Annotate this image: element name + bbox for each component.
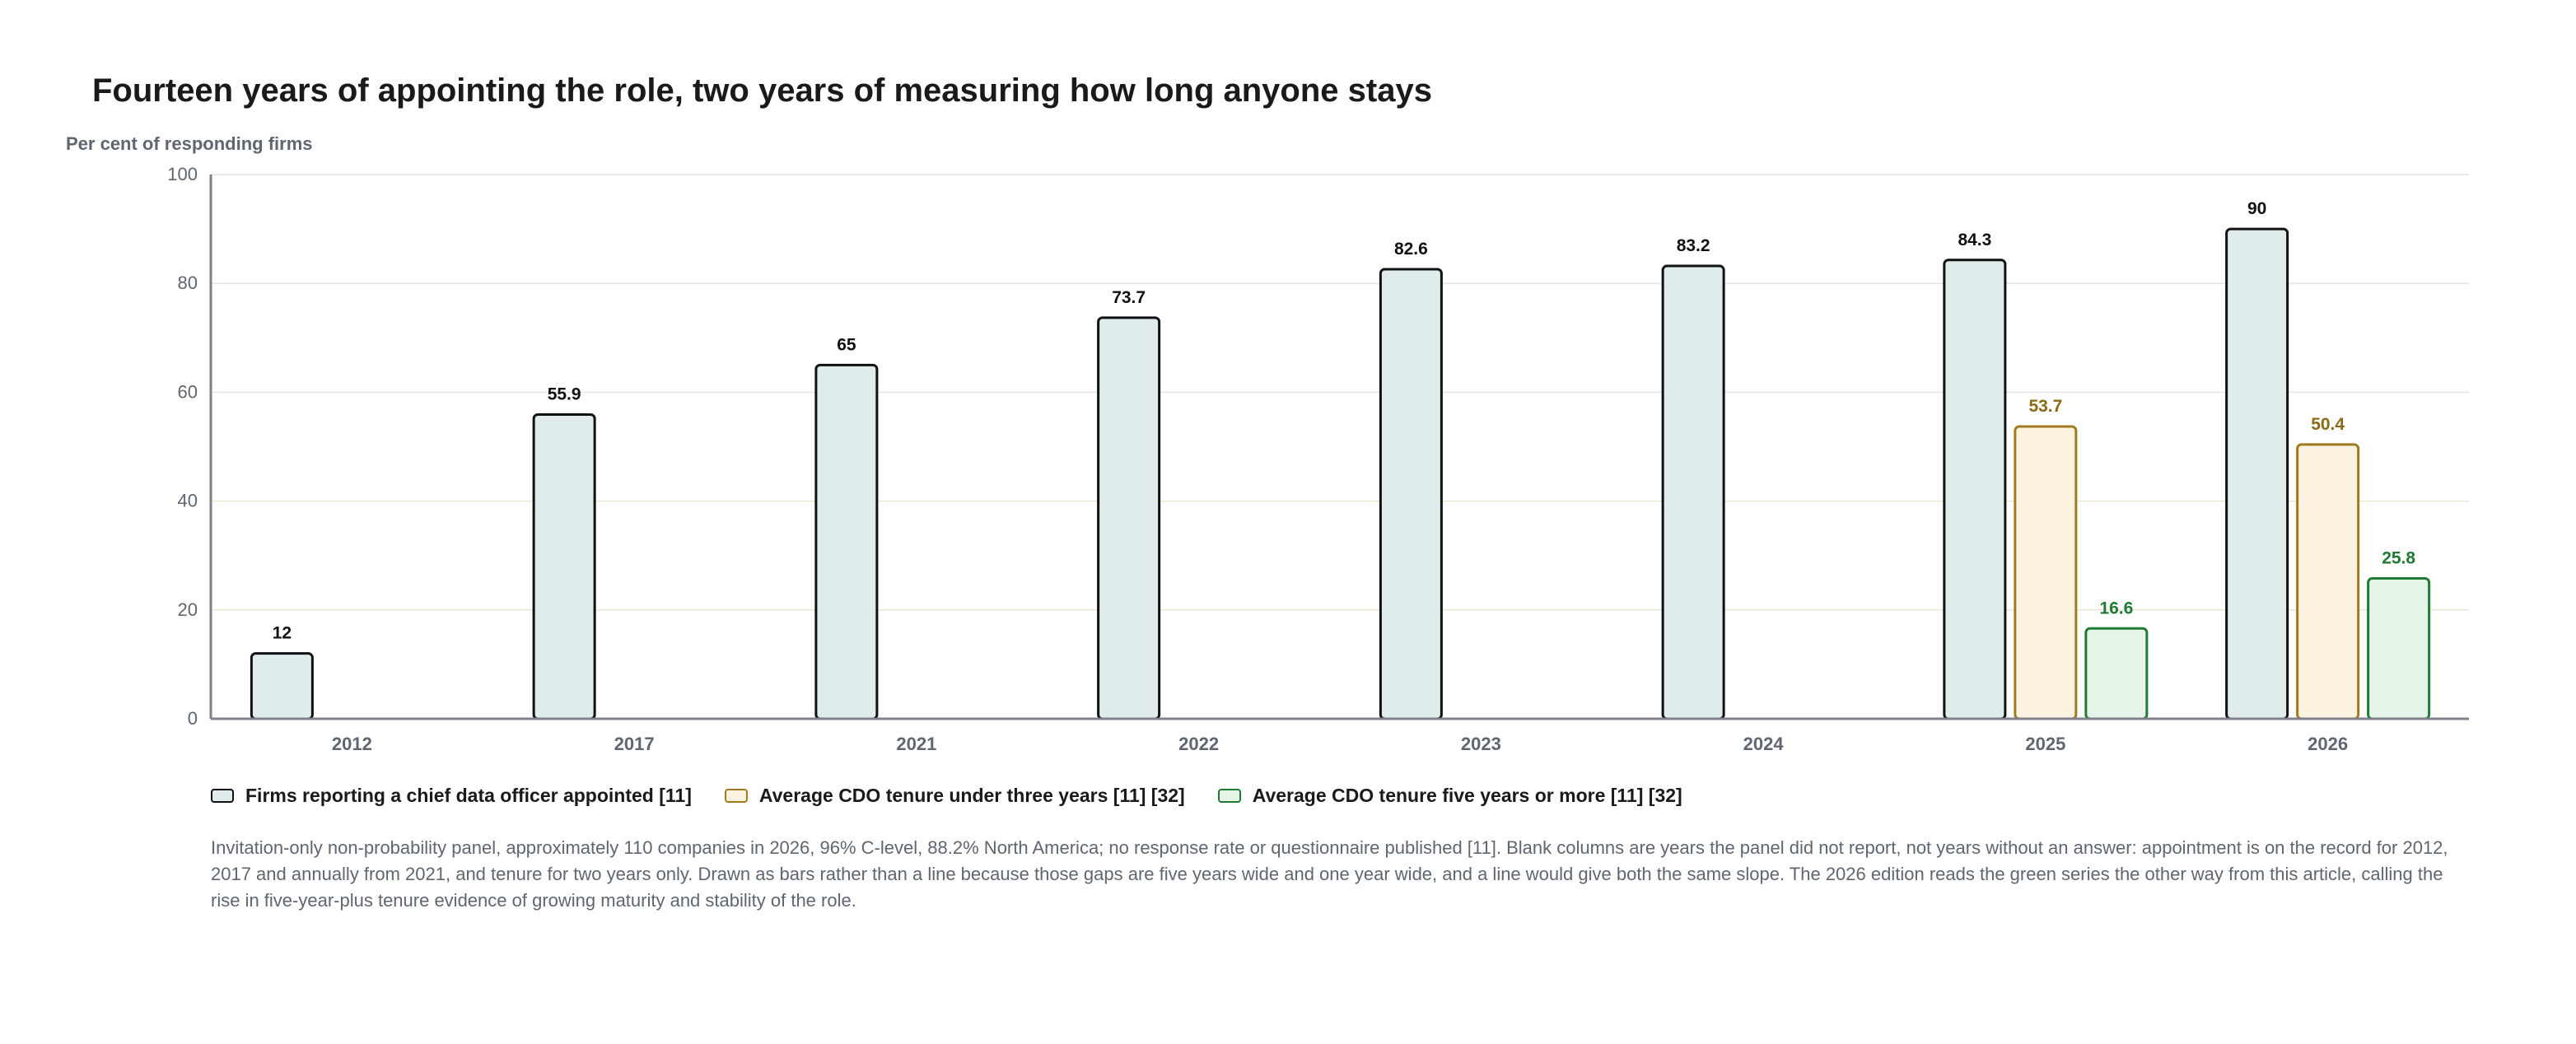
y-tick-label: 40 [178, 491, 198, 511]
bar [1661, 264, 1725, 720]
legend-item-tenure-five-plus: Average CDO tenure five years or more [1… [1217, 785, 1682, 807]
bar [1097, 316, 1161, 720]
legend-item-cdo-appointed: Firms reporting a chief data officer app… [211, 785, 692, 807]
data-label: 90 [2247, 199, 2266, 218]
legend-label: Average CDO tenure under three years [11… [758, 785, 1185, 806]
data-label: 73.7 [1112, 288, 1146, 307]
axes [209, 175, 2469, 720]
data-label: 65 [837, 335, 856, 354]
x-tick-label: 2025 [2025, 734, 2065, 754]
bar [2296, 443, 2360, 720]
legend-swatch [1217, 789, 1241, 803]
x-tick-label: 2026 [2308, 734, 2348, 754]
data-labels: 12 55.9 65 73.7 82.6 83.2 84.3 53.7 16.6 90 50.4 25… [273, 199, 2416, 643]
legend: Firms reporting a chief data officer app… [211, 785, 1682, 807]
bar [2225, 227, 2289, 720]
bar [2084, 627, 2149, 720]
y-tick-label: 100 [167, 164, 198, 184]
data-label: 16.6 [2099, 599, 2133, 618]
data-label: 55.9 [548, 385, 581, 404]
bar [250, 652, 314, 720]
bar [2014, 425, 2078, 720]
y-tick-label: 0 [188, 708, 198, 729]
data-label: 82.6 [1394, 240, 1428, 259]
x-tick-label: 2012 [332, 734, 372, 754]
data-label: 83.2 [1677, 236, 1710, 255]
data-label: 25.8 [2382, 548, 2415, 567]
data-label: 53.7 [2028, 397, 2062, 416]
x-tick-label: 2024 [1743, 734, 1785, 754]
y-tick-label: 60 [178, 381, 198, 402]
x-tick-label: 2023 [1461, 734, 1501, 754]
bar [814, 363, 879, 720]
data-label: 12 [273, 624, 292, 643]
bar [1943, 259, 2007, 720]
data-label: 84.3 [1958, 231, 1991, 249]
legend-swatch [724, 789, 748, 803]
y-tick-label: 80 [178, 273, 198, 293]
y-tick-labels: 0 20 40 60 80 100 [167, 164, 198, 729]
x-tick-label: 2021 [896, 734, 936, 754]
y-axis-label: Per cent of responding firms [66, 133, 313, 154]
legend-swatch [211, 789, 234, 803]
bars [250, 227, 2431, 720]
data-label: 50.4 [2311, 415, 2345, 434]
bar [1379, 268, 1443, 720]
legend-label: Firms reporting a chief data officer app… [245, 785, 692, 806]
chart-title: Fourteen years of appointing the role, t… [92, 72, 1432, 109]
x-tick-labels: 2012 2017 2021 2022 2023 2024 2025 2026 [332, 734, 2348, 754]
legend-label: Average CDO tenure five years or more [1… [1252, 785, 1682, 806]
x-tick-label: 2022 [1178, 734, 1219, 754]
y-tick-label: 20 [178, 599, 198, 620]
legend-item-tenure-under-three: Average CDO tenure under three years [11… [724, 785, 1185, 807]
x-tick-label: 2017 [614, 734, 655, 754]
chart-footnote: Invitation-only non-probability panel, a… [211, 837, 2448, 911]
bar [532, 413, 596, 720]
bar [2367, 576, 2431, 720]
